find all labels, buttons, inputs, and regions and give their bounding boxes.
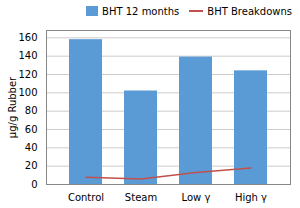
svg-text:Control: Control: [68, 192, 104, 203]
svg-text:0: 0: [31, 179, 37, 190]
svg-text:80: 80: [25, 105, 38, 116]
svg-text:20: 20: [25, 160, 38, 171]
svg-text:Steam: Steam: [125, 192, 157, 203]
svg-text:140: 140: [18, 50, 37, 61]
svg-text:120: 120: [18, 69, 37, 80]
svg-text:100: 100: [18, 87, 37, 98]
svg-text:160: 160: [18, 32, 37, 43]
html-text:BHT Breakdowns: BHT Breakdowns: [207, 5, 292, 17]
svg-text:40: 40: [25, 142, 38, 153]
svg-text:μg/g Rubber: μg/g Rubber: [7, 76, 18, 138]
html-text:BHT 12 months: BHT 12 months: [102, 5, 180, 17]
svg-text:60: 60: [25, 124, 38, 135]
svg-text:High γ: High γ: [235, 192, 267, 203]
svg-text:Low γ: Low γ: [182, 192, 211, 203]
